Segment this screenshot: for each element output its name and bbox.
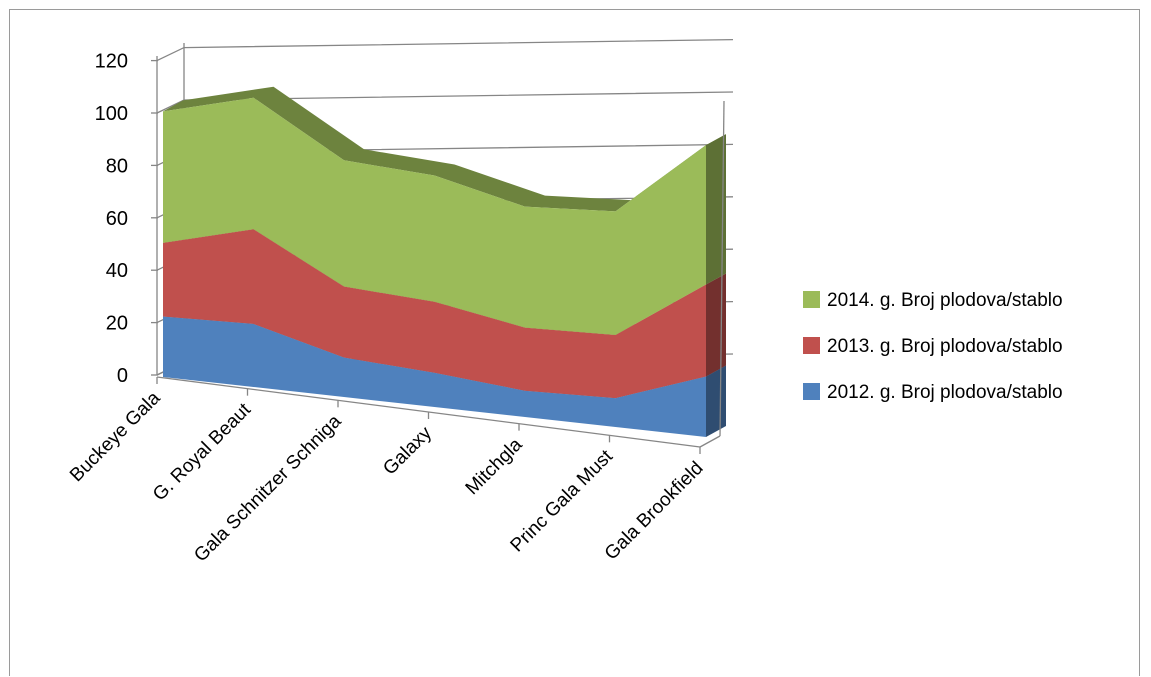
- legend-label: 2014. g. Broj plodova/stablo: [827, 290, 1063, 311]
- y-axis-ticks: 0 20 40 60 80 100 120: [95, 51, 158, 387]
- y-tick-label: 60: [106, 208, 128, 230]
- x-tick-label: Princ Gala Must: [507, 446, 618, 557]
- legend: 2014. g. Broj plodova/stablo 2013. g. Bro…: [803, 290, 1063, 403]
- gridline: [156, 91, 734, 114]
- x-tick-label: G. Royal Beaut: [149, 399, 255, 505]
- x-tick-label: Gala Brookfield: [601, 458, 708, 565]
- series-areas: [163, 86, 726, 437]
- y-tick-label: 80: [106, 155, 128, 177]
- series-area: [163, 316, 706, 437]
- y-tick-label: 40: [106, 260, 128, 282]
- x-tick-label: Buckeye Gala: [66, 387, 165, 486]
- x-tick-label: Galaxy: [379, 422, 436, 479]
- legend-swatch: [803, 291, 820, 308]
- series-area: [163, 97, 706, 335]
- series-side-face: [706, 134, 726, 285]
- series-area: [163, 229, 706, 399]
- chart-frame: [9, 9, 1140, 676]
- series-top-band: [163, 86, 726, 212]
- y-tick-label: 100: [95, 103, 128, 125]
- series-side-face: [706, 273, 726, 377]
- legend-swatch: [803, 383, 820, 400]
- gridline: [156, 38, 734, 62]
- legend-label: 2013. g. Broj plodova/stablo: [827, 336, 1063, 357]
- x-axis-depth: [699, 435, 721, 448]
- y-tick-label: 120: [95, 51, 128, 73]
- x-tick-label: Mitchgla: [462, 434, 527, 499]
- y-tick-label: 0: [117, 365, 128, 387]
- right-wall-edge: [719, 100, 725, 437]
- legend-label: 2012. g. Broj plodova/stablo: [827, 382, 1063, 403]
- y-tick-label: 20: [106, 313, 128, 335]
- series-side-face: [706, 365, 726, 437]
- legend-swatch: [803, 337, 820, 354]
